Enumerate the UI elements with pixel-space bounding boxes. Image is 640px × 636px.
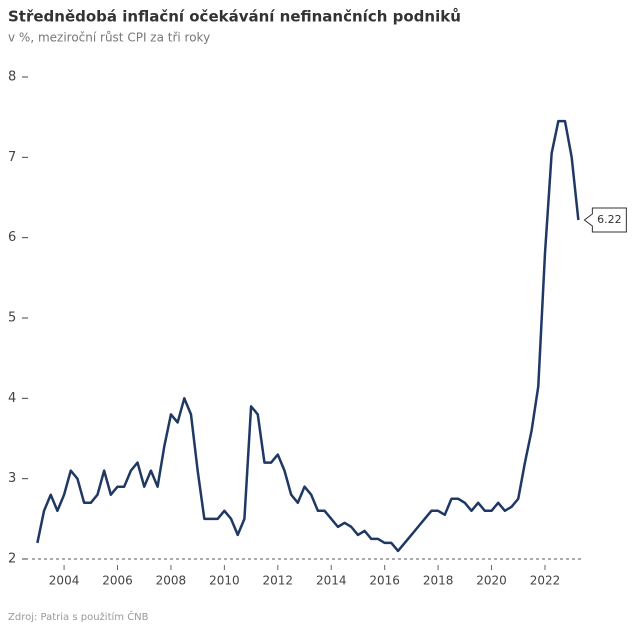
chart-subtitle: v %, meziroční růst CPI za tři roky — [8, 31, 210, 45]
x-tick-label: 2020 — [476, 574, 507, 588]
x-tick-label: 2018 — [423, 574, 454, 588]
x-tick-label: 2006 — [102, 574, 133, 588]
data-line — [36, 119, 580, 553]
x-tick-label: 2014 — [316, 574, 347, 588]
annotation-box — [583, 207, 627, 233]
y-tick-label: 5 — [8, 311, 16, 326]
x-tick-label: 2008 — [156, 574, 187, 588]
y-tick-label: 8 — [8, 70, 16, 85]
y-tick-label: 7 — [8, 150, 16, 165]
x-tick-label: 2022 — [530, 574, 561, 588]
x-tick-label: 2012 — [263, 574, 294, 588]
y-tick-label: 6 — [8, 230, 16, 245]
y-tick-label: 2 — [8, 552, 16, 567]
y-tick-label: 4 — [8, 391, 16, 406]
x-tick-label: 2016 — [369, 574, 400, 588]
annotation-label: 6.22 — [597, 213, 622, 226]
y-tick-label: 3 — [8, 471, 16, 486]
chart-title: Střednědobá inflační očekávání nefinančn… — [8, 8, 461, 26]
x-tick-label: 2004 — [49, 574, 80, 588]
x-tick-label: 2010 — [209, 574, 240, 588]
source-note: Zdroj: Patria s použitím ČNB — [8, 610, 149, 623]
